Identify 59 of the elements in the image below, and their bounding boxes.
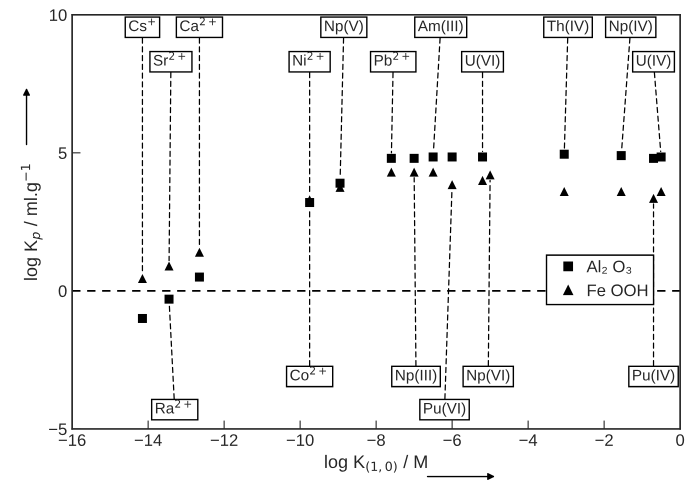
x-tick-label: −8 [367,434,385,446]
legend-label: Fe OOH [588,284,648,296]
x-tick-label: −10 [286,434,314,446]
y-axis-title: log K$_{p}$ / ml.g$^{−1}$ [20,164,43,280]
point [428,152,438,162]
point [656,186,666,196]
annotation: Pu(IV) [633,369,674,384]
x-tick-label: −16 [58,434,86,446]
point [428,168,438,177]
point [386,168,396,177]
annotation: Cs$^{+}$ [129,18,155,32]
annotation: Np(IV) [610,20,652,34]
annotation: Co$^{2+}$ [290,366,326,380]
x-tick-label: −12 [210,434,238,446]
y-tick-label: 10 [50,9,67,21]
point [560,186,569,196]
point [616,186,626,196]
annotation: Th(IV) [547,20,588,34]
point [194,248,204,257]
point [138,314,147,323]
annotation: Ni$^{2+}$ [293,52,324,66]
point [138,274,147,283]
y-tick-label: −5 [49,423,67,436]
annotation: Np(III) [396,369,436,384]
point [448,180,457,190]
point [478,152,488,162]
annotation: U(VI) [466,54,500,69]
point [649,194,658,203]
annotation: Pb$^{2+}$ [374,52,410,66]
y-tick-label: 5 [58,147,67,160]
point [478,176,488,185]
point [386,154,396,163]
annotation: U(IV) [636,54,670,69]
point [448,152,457,162]
annotation: Ra$^{2+}$ [156,400,192,414]
point [656,152,666,162]
x-tick-label: −2 [595,434,613,446]
point [164,262,174,271]
annotation: Am(III) [418,20,463,34]
point [616,151,626,160]
point [560,150,569,159]
annotation: Pu(VI) [424,402,466,417]
annotation: Ca$^{2+}$ [180,17,216,32]
legend-label: Al₂ O₃ [586,260,632,274]
x-tick-label: −6 [443,434,461,446]
x-tick-label: 0 [676,434,684,446]
annotation: Sr$^{2+}$ [154,52,186,66]
x-tick-label: −14 [134,434,162,446]
y-tick-label: 0 [58,285,67,298]
x-tick-label: −4 [519,434,538,446]
x-axis-title: log K$_{(1,0)}$ / M [325,454,427,473]
point [194,272,204,282]
point [486,170,495,180]
point [410,154,419,163]
point [410,168,419,177]
annotation: Np(V) [325,20,363,34]
annotation: Np(VI) [467,369,510,384]
point [164,294,174,304]
point [305,195,314,204]
